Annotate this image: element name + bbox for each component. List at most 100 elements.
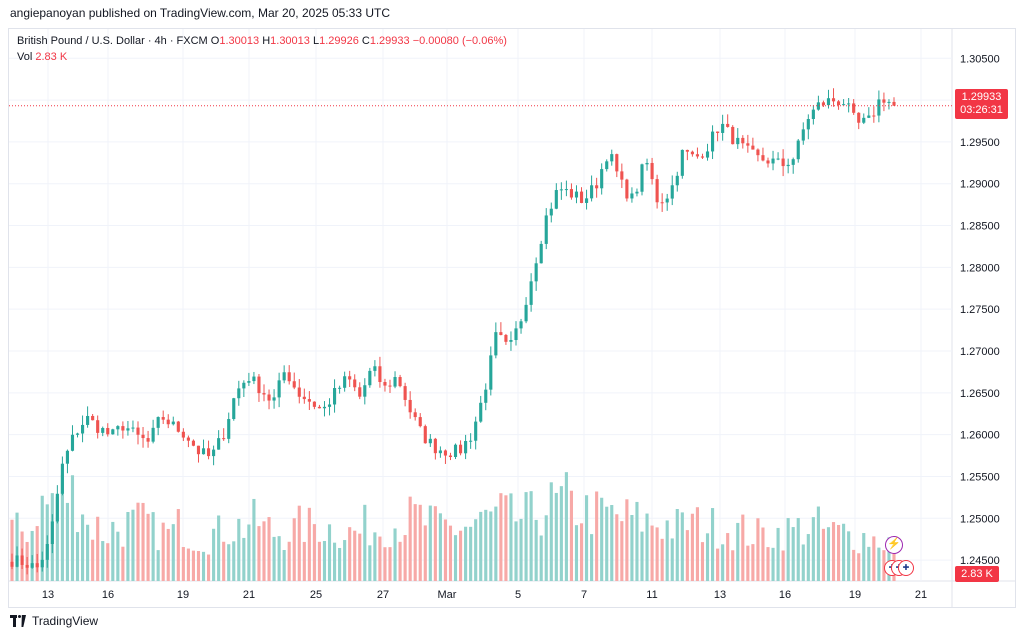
candle-body bbox=[786, 164, 790, 167]
volume-bar bbox=[751, 544, 755, 581]
candle-body bbox=[358, 387, 362, 397]
volume-bar bbox=[605, 506, 609, 581]
candle-body bbox=[201, 448, 206, 455]
candle-body bbox=[605, 161, 609, 170]
y-tick-label: 1.28500 bbox=[960, 221, 1000, 233]
volume-bar bbox=[826, 527, 831, 581]
candle-body bbox=[343, 376, 347, 388]
candle-body bbox=[665, 198, 669, 203]
volume-bar bbox=[206, 554, 211, 581]
candle-body bbox=[766, 160, 770, 164]
volume-bar bbox=[287, 541, 291, 581]
candle-body bbox=[519, 321, 523, 329]
candle-body bbox=[91, 415, 95, 421]
candle-body bbox=[237, 388, 241, 399]
volume-bar bbox=[80, 514, 85, 581]
volume-bar bbox=[741, 514, 745, 581]
candle-body bbox=[166, 419, 170, 425]
chart-frame[interactable] bbox=[8, 28, 1016, 608]
volume-bar bbox=[559, 486, 563, 581]
volume-bar bbox=[791, 527, 795, 581]
candle-body bbox=[353, 379, 357, 388]
volume-bar bbox=[413, 504, 417, 581]
candle-body bbox=[247, 381, 251, 383]
volume-bar bbox=[373, 532, 377, 581]
candle-body bbox=[685, 149, 689, 152]
candle-body bbox=[332, 388, 337, 405]
volume-bar bbox=[574, 525, 579, 581]
candle-body bbox=[574, 191, 579, 198]
x-tick-label: 19 bbox=[177, 589, 189, 601]
volume-bar bbox=[257, 526, 261, 581]
volume-bar bbox=[610, 505, 614, 581]
volume-bar bbox=[484, 509, 488, 581]
candle-body bbox=[842, 104, 846, 106]
volume-bar bbox=[171, 524, 175, 581]
candle-body bbox=[363, 385, 367, 397]
candle-body bbox=[65, 450, 70, 464]
volume-bar bbox=[635, 501, 639, 581]
footer: TradingView bbox=[10, 614, 98, 628]
candle-body bbox=[544, 215, 548, 244]
x-tick-label: Mar bbox=[438, 589, 457, 601]
volume-bar bbox=[75, 532, 80, 581]
volume-bar bbox=[101, 541, 105, 581]
candle-body bbox=[877, 99, 881, 116]
candle-body bbox=[45, 544, 49, 560]
volume-line: Vol 2.83 K bbox=[17, 49, 507, 65]
volume-bar bbox=[307, 507, 311, 581]
volume-label[interactable]: Vol bbox=[17, 51, 33, 63]
candle-body bbox=[242, 382, 246, 389]
lightning-icon[interactable]: ⚡ bbox=[885, 536, 903, 554]
tradingview-logo-icon[interactable] bbox=[10, 615, 26, 627]
candle-body bbox=[554, 190, 558, 209]
volume-bar bbox=[161, 522, 165, 581]
volume-bar bbox=[186, 548, 190, 581]
symbol-title[interactable]: British Pound / U.S. Dollar · 4h · FXCM bbox=[17, 35, 208, 47]
candle-body bbox=[705, 151, 710, 158]
candle-body bbox=[816, 102, 820, 110]
volume-bar bbox=[705, 533, 710, 581]
volume-bar bbox=[700, 542, 705, 581]
volume-bar bbox=[398, 541, 402, 581]
volume-bar bbox=[408, 496, 412, 581]
candle-body bbox=[559, 189, 563, 191]
candle-body bbox=[277, 380, 281, 398]
candle-body bbox=[821, 102, 826, 106]
candle-body bbox=[584, 198, 589, 203]
volume-bar bbox=[852, 549, 856, 581]
gb-flag-icon[interactable]: ✚ bbox=[898, 560, 914, 576]
x-tick-label: 27 bbox=[377, 589, 389, 601]
x-tick-label: 16 bbox=[102, 589, 114, 601]
footer-brand[interactable]: TradingView bbox=[32, 614, 99, 628]
candle-body bbox=[847, 103, 851, 105]
volume-bar bbox=[645, 513, 649, 581]
volume-bar bbox=[710, 508, 715, 581]
volume-bar bbox=[716, 548, 720, 581]
candle-body bbox=[191, 440, 196, 446]
low-label: L bbox=[312, 35, 320, 47]
candle-body bbox=[121, 426, 125, 431]
candle-body bbox=[378, 366, 382, 383]
volume-bar bbox=[685, 530, 689, 581]
volume-bar bbox=[746, 545, 750, 581]
open-label: O bbox=[210, 35, 220, 47]
candle-body bbox=[80, 424, 85, 434]
x-tick-label: 21 bbox=[915, 589, 927, 601]
volume-bar bbox=[55, 496, 59, 581]
candle-body bbox=[55, 493, 59, 522]
volume-bar bbox=[539, 535, 543, 581]
y-tick-label: 1.24500 bbox=[960, 555, 1000, 567]
volume-bar bbox=[625, 499, 629, 581]
candle-body bbox=[569, 189, 574, 198]
candle-body bbox=[811, 109, 815, 120]
volume-bar bbox=[438, 513, 442, 581]
volume-bar bbox=[882, 550, 886, 581]
candle-body bbox=[106, 428, 110, 435]
volume-bar bbox=[282, 549, 286, 581]
candle-body bbox=[75, 433, 80, 435]
candle-body bbox=[746, 143, 750, 146]
y-tick-label: 1.25000 bbox=[960, 513, 1000, 525]
volume-bar bbox=[302, 541, 306, 581]
